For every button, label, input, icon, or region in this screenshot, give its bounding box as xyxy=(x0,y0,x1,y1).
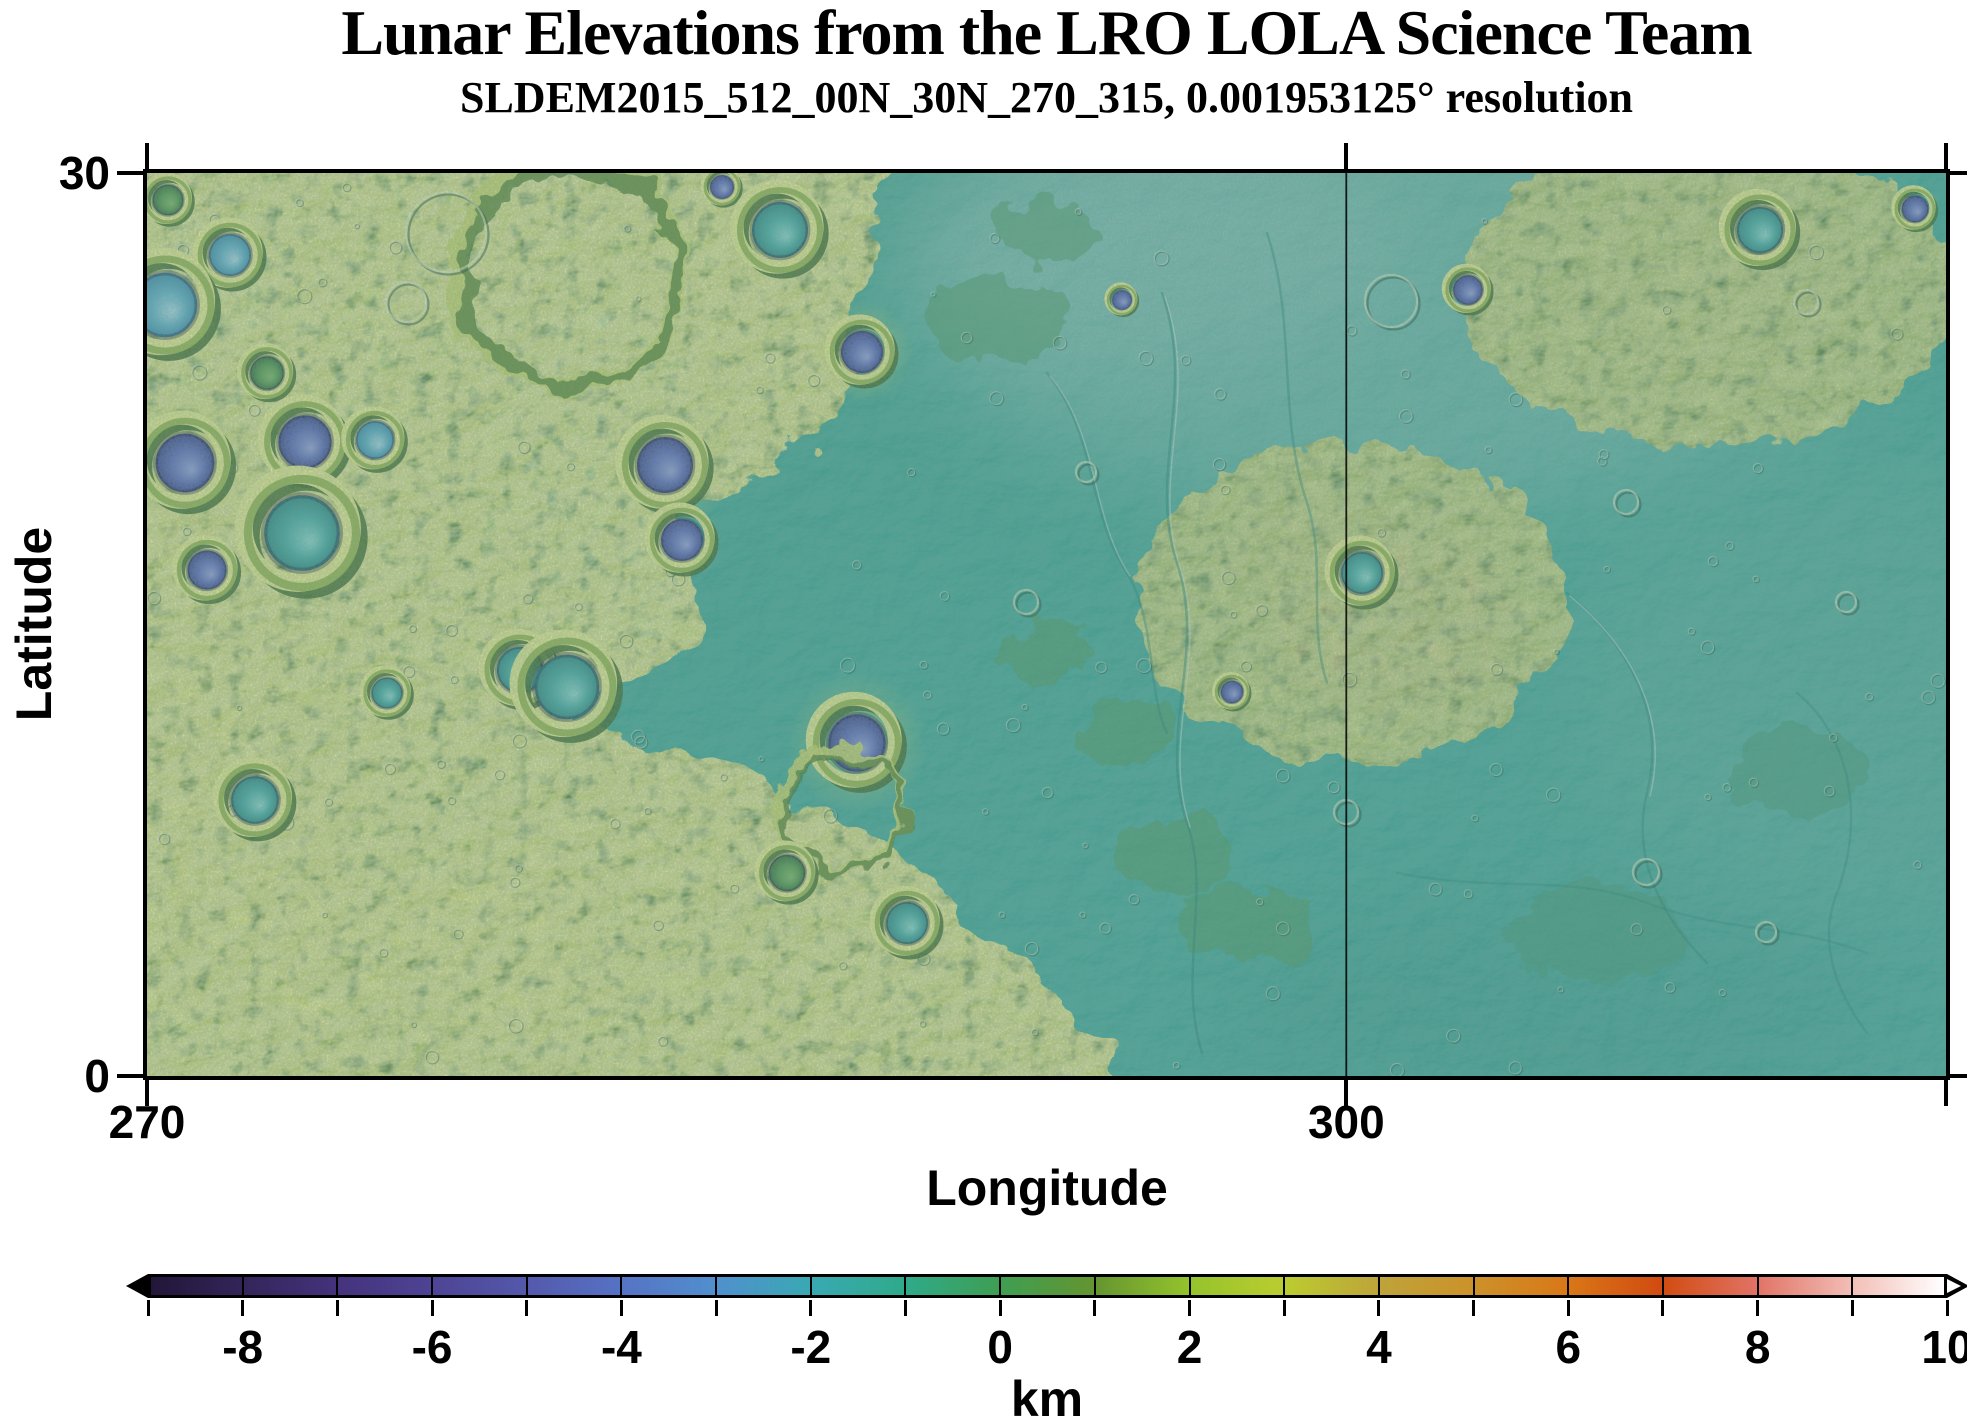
elevation-map xyxy=(147,173,1946,1076)
colorbar-tick-5 xyxy=(1472,1300,1476,1316)
x-tick-300 xyxy=(1344,1080,1349,1106)
y-axis-title: Latitude xyxy=(6,526,62,722)
y-tick-right-30 xyxy=(1946,171,1967,175)
colorbar-segment-separator xyxy=(809,1277,812,1295)
colorbar-segment-separator xyxy=(999,1277,1002,1295)
x-tick-270 xyxy=(145,1080,149,1106)
colorbar-tick-7 xyxy=(1661,1300,1665,1316)
colorbar-segment-separator xyxy=(525,1277,528,1295)
grain-overlay-light xyxy=(147,173,1946,1076)
figure-subtitle: SLDEM2015_512_00N_30N_270_315, 0.0019531… xyxy=(459,73,1634,122)
colorbar-segment-separator xyxy=(1661,1277,1664,1295)
colorbar xyxy=(148,1274,1947,1298)
colorbar-segment-separator xyxy=(1377,1277,1380,1295)
colorbar-tick-label-2: 2 xyxy=(1176,1321,1203,1373)
colorbar-segment-separator xyxy=(1472,1277,1475,1295)
colorbar-left-arrow xyxy=(126,1274,148,1298)
y-tick-30 xyxy=(117,171,143,175)
colorbar-segment-separator xyxy=(241,1277,244,1295)
elevation-map-frame xyxy=(143,169,1950,1080)
colorbar-segment-separator xyxy=(431,1277,434,1295)
colorbar-tick-label--6: -6 xyxy=(411,1321,453,1373)
y-tick-label-30: 30 xyxy=(58,147,110,199)
x-tick-label-300: 300 xyxy=(1307,1096,1385,1148)
y-tick-0 xyxy=(117,1074,143,1078)
colorbar-segment-separator xyxy=(1567,1277,1570,1295)
colorbar-tick-9 xyxy=(1850,1300,1854,1316)
colorbar-tick-label-10: 10 xyxy=(1921,1321,1967,1373)
colorbar-tick--9 xyxy=(146,1300,150,1316)
colorbar-segment-separator xyxy=(1756,1277,1759,1295)
colorbar-tick-0 xyxy=(998,1300,1002,1316)
colorbar-tick--7 xyxy=(335,1300,339,1316)
x-tick-top-300 xyxy=(1344,143,1349,169)
colorbar-tick--5 xyxy=(525,1300,529,1316)
x-tick-label-270: 270 xyxy=(108,1096,186,1148)
colorbar-tick-2 xyxy=(1188,1300,1192,1316)
colorbar-right-arrow-fill xyxy=(1947,1279,1961,1293)
figure-title: Lunar Elevations from the LRO LOLA Scien… xyxy=(341,0,1752,68)
colorbar-unit-label: km xyxy=(1010,1371,1084,1422)
colorbar-tick-label--4: -4 xyxy=(600,1321,642,1373)
colorbar-segment-separator xyxy=(1188,1277,1191,1295)
corner-tick-br xyxy=(1944,1080,1948,1106)
colorbar-tick--3 xyxy=(714,1300,718,1316)
corner-tick-tr xyxy=(1944,143,1948,169)
colorbar-tick-label-8: 8 xyxy=(1744,1321,1771,1373)
colorbar-tick-label--8: -8 xyxy=(222,1321,264,1373)
colorbar-tick-10 xyxy=(1945,1300,1949,1316)
colorbar-segment-separator xyxy=(1093,1277,1096,1295)
colorbar-segment-separator xyxy=(1851,1277,1854,1295)
y-tick-label-0: 0 xyxy=(84,1050,110,1102)
colorbar-segment-separator xyxy=(904,1277,907,1295)
colorbar-tick--6 xyxy=(430,1300,434,1316)
colorbar-tick-label-4: 4 xyxy=(1366,1321,1392,1373)
colorbar-tick--1 xyxy=(903,1300,907,1316)
colorbar-tick-3 xyxy=(1282,1300,1286,1316)
colorbar-tick-6 xyxy=(1566,1300,1570,1316)
colorbar-tick-label-0: 0 xyxy=(987,1321,1013,1373)
x-tick-top-270 xyxy=(145,143,149,169)
colorbar-tick--8 xyxy=(241,1300,245,1316)
colorbar-tick-label--2: -2 xyxy=(790,1321,832,1373)
colorbar-segment-separator xyxy=(715,1277,718,1295)
colorbar-segment-separator xyxy=(1283,1277,1286,1295)
x-axis-title: Longitude xyxy=(926,1160,1168,1216)
colorbar-tick--2 xyxy=(809,1300,813,1316)
colorbar-tick-4 xyxy=(1377,1300,1381,1316)
y-tick-right-0 xyxy=(1946,1074,1967,1078)
colorbar-segment-separator xyxy=(336,1277,339,1295)
colorbar-tick-1 xyxy=(1093,1300,1097,1316)
colorbar-tick-label-6: 6 xyxy=(1555,1321,1582,1373)
colorbar-segment-separator xyxy=(620,1277,623,1295)
colorbar-tick--4 xyxy=(619,1300,623,1316)
colorbar-tick-8 xyxy=(1756,1300,1760,1316)
